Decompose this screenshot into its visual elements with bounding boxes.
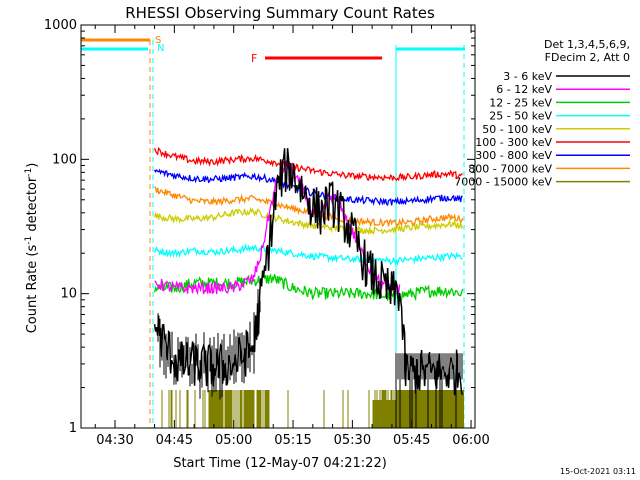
y-axis-label-mid: detector	[25, 176, 40, 236]
legend-header-1: Det 1,3,4,5,6,9,	[544, 38, 630, 51]
night-label: N	[157, 43, 164, 54]
legend-header-2: FDecim 2, Att 0	[545, 51, 630, 64]
series-line	[153, 243, 463, 267]
legend-label: 12 - 25 keV	[489, 96, 552, 109]
flare-label: F	[251, 52, 257, 65]
footer-date: 15-Oct-2021 03:11	[560, 467, 636, 476]
series-3-6-kev-noise	[157, 289, 463, 428]
series-3-6-kev	[153, 148, 464, 396]
series-25-50-kev	[153, 243, 463, 267]
series-line	[153, 147, 463, 182]
legend-label: 800 - 7000 keV	[468, 162, 552, 175]
y-axis-label: Count Rate (s-1 detector-1)	[24, 163, 40, 334]
legend-label: 25 - 50 keV	[489, 110, 552, 123]
legend-label: 50 - 100 keV	[482, 123, 552, 136]
series-50-100-kev	[153, 206, 464, 236]
y-axis-label-main: Count Rate (s	[25, 245, 40, 334]
x-tick-label: 06:00	[452, 433, 489, 448]
legend-label: 100 - 300 keV	[475, 136, 552, 149]
axes: 1 10 100 1000 04:30 04:45 05:00 05:15 05:30 05:45…	[44, 18, 490, 448]
x-tick-label: 05:30	[334, 433, 371, 448]
y-axis-label-sup2: -1	[24, 168, 34, 177]
chart-title: RHESSI Observing Summary Count Rates	[125, 4, 435, 22]
series-100-300-kev	[153, 147, 463, 182]
x-tick-label: 05:45	[393, 433, 430, 448]
plot-area: SN F	[81, 35, 465, 428]
y-tick-label: 1	[69, 421, 77, 436]
legend-label: 3 - 6 keV	[503, 70, 552, 83]
legend-label: 7000 - 15000 keV	[454, 176, 552, 189]
y-tick-label: 1000	[44, 18, 77, 33]
legend-label: 300 - 800 keV	[475, 149, 552, 162]
y-axis-label-end: )	[25, 163, 40, 168]
x-tick-label: 04:30	[96, 433, 133, 448]
series-line	[154, 168, 463, 207]
y-tick-label: 100	[52, 152, 77, 167]
x-tick-label: 05:00	[215, 433, 252, 448]
series-300-800-kev	[154, 168, 463, 207]
legend-label: 6 - 12 keV	[496, 83, 552, 96]
series-7000-15000-kev-block	[396, 390, 464, 428]
series-line	[153, 148, 464, 396]
plot-frame	[80, 24, 476, 429]
x-axis-label: Start Time (12-May-07 04:21:22)	[173, 456, 387, 471]
y-tick-label: 10	[60, 287, 77, 302]
attenuator-label: S	[155, 35, 161, 46]
x-tick-label: 04:45	[156, 433, 193, 448]
series-line	[153, 206, 464, 236]
series-7000-15000-kev	[161, 390, 464, 428]
y-axis-label-sup1: -1	[24, 236, 34, 245]
x-tick-label: 05:15	[274, 433, 311, 448]
